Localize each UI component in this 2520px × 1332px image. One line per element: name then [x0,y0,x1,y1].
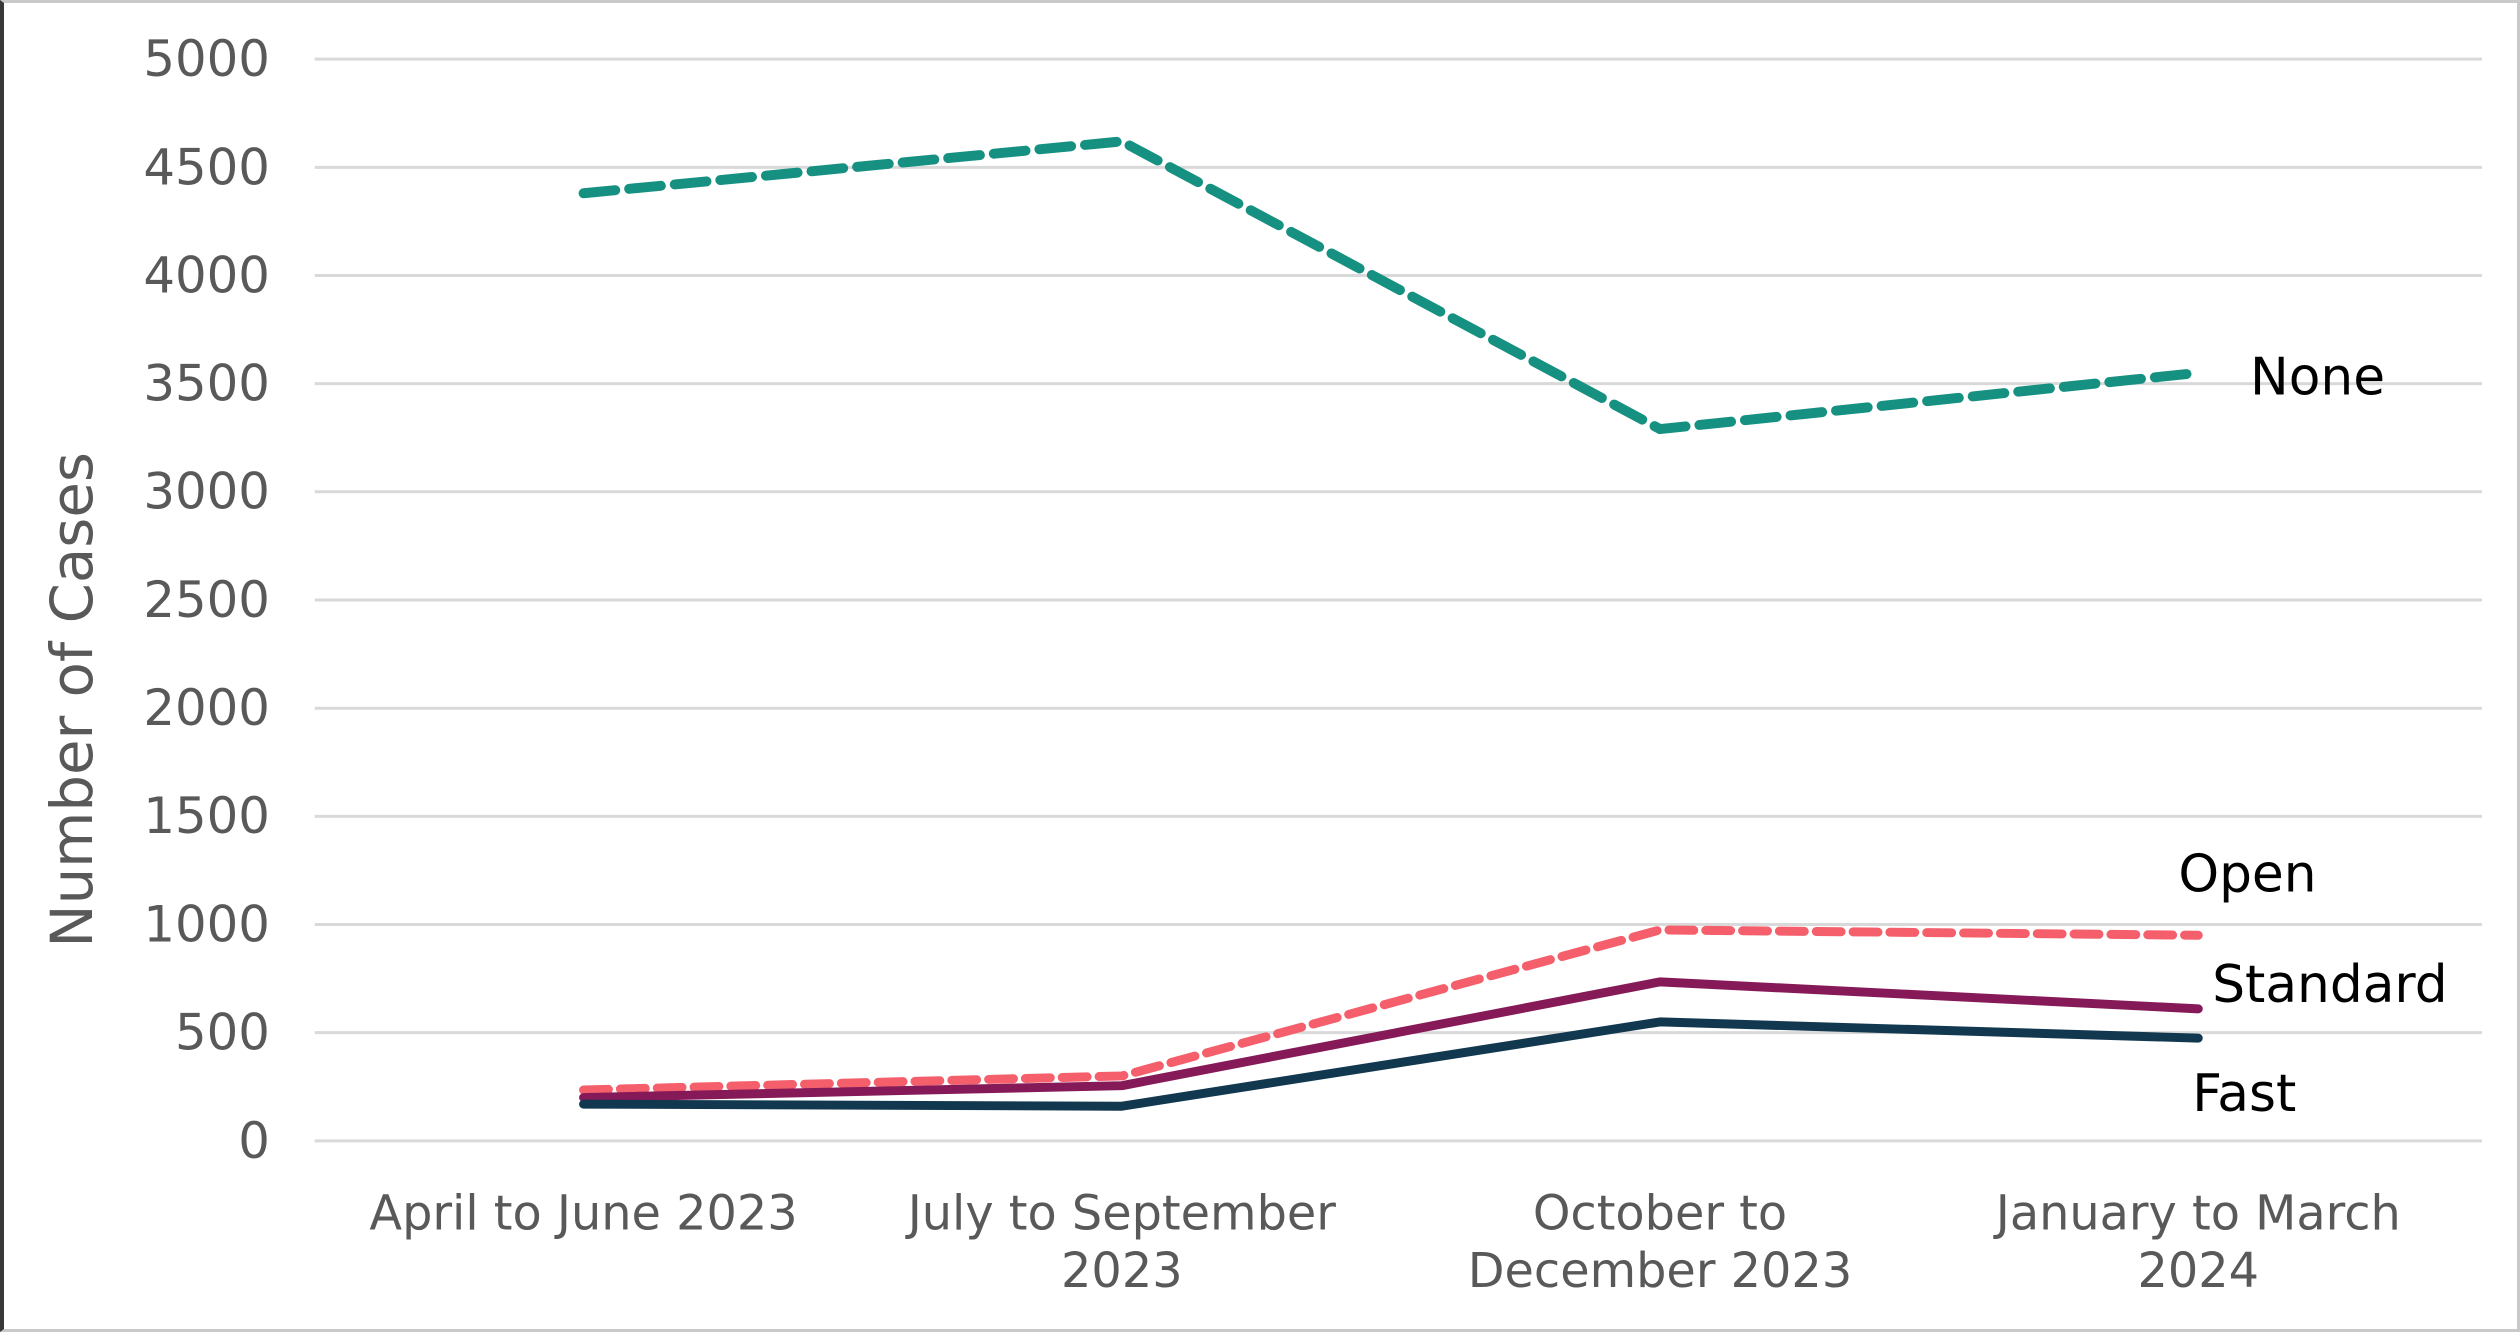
x-category-label-4: January to March 2024 [1993,1186,2401,1299]
x-category-label-3: October to December 2023 [1468,1186,1852,1299]
y-tick-label-4500: 4500 [143,138,270,196]
series-label-open: Open [2178,844,2316,904]
y-tick-label-4000: 4000 [143,246,270,304]
series-line-fast [579,1017,2203,1111]
x-axis-category-labels: April to June 2023 July to September 2023 O… [369,1186,2400,1299]
y-tick-label-0: 0 [238,1112,270,1170]
y-tick-label-1500: 1500 [143,787,270,845]
series-lines [578,136,2204,1111]
y-tick-label-3000: 3000 [143,463,270,521]
x-category-label-2: July to September 2023 [905,1186,1337,1299]
y-tick-label-1000: 1000 [143,895,270,953]
x-category-label-1: April to June 2023 [369,1186,797,1241]
line-chart: 0 500 1000 1500 2000 2500 3000 3500 4000 4500 5000… [38,30,2482,1299]
series-label-fast: Fast [2192,1064,2296,1124]
series-line-none [578,136,2204,435]
y-axis-title: Number of Cases [38,452,106,948]
y-tick-label-5000: 5000 [143,30,270,88]
y-tick-label-2000: 2000 [143,679,270,737]
gridlines [314,57,2482,1143]
y-axis-tick-labels: 0 500 1000 1500 2000 2500 3000 3500 4000 4500 5000 [143,30,270,1170]
series-line-standard [579,977,2203,1103]
y-tick-label-2500: 2500 [143,571,270,629]
series-end-labels: None Open Standard Fast [2178,348,2447,1124]
y-tick-label-500: 500 [175,1004,270,1062]
y-tick-label-3500: 3500 [143,355,270,413]
series-label-none: None [2250,348,2385,408]
series-line-open [579,925,2203,1095]
series-label-standard: Standard [2212,955,2447,1015]
